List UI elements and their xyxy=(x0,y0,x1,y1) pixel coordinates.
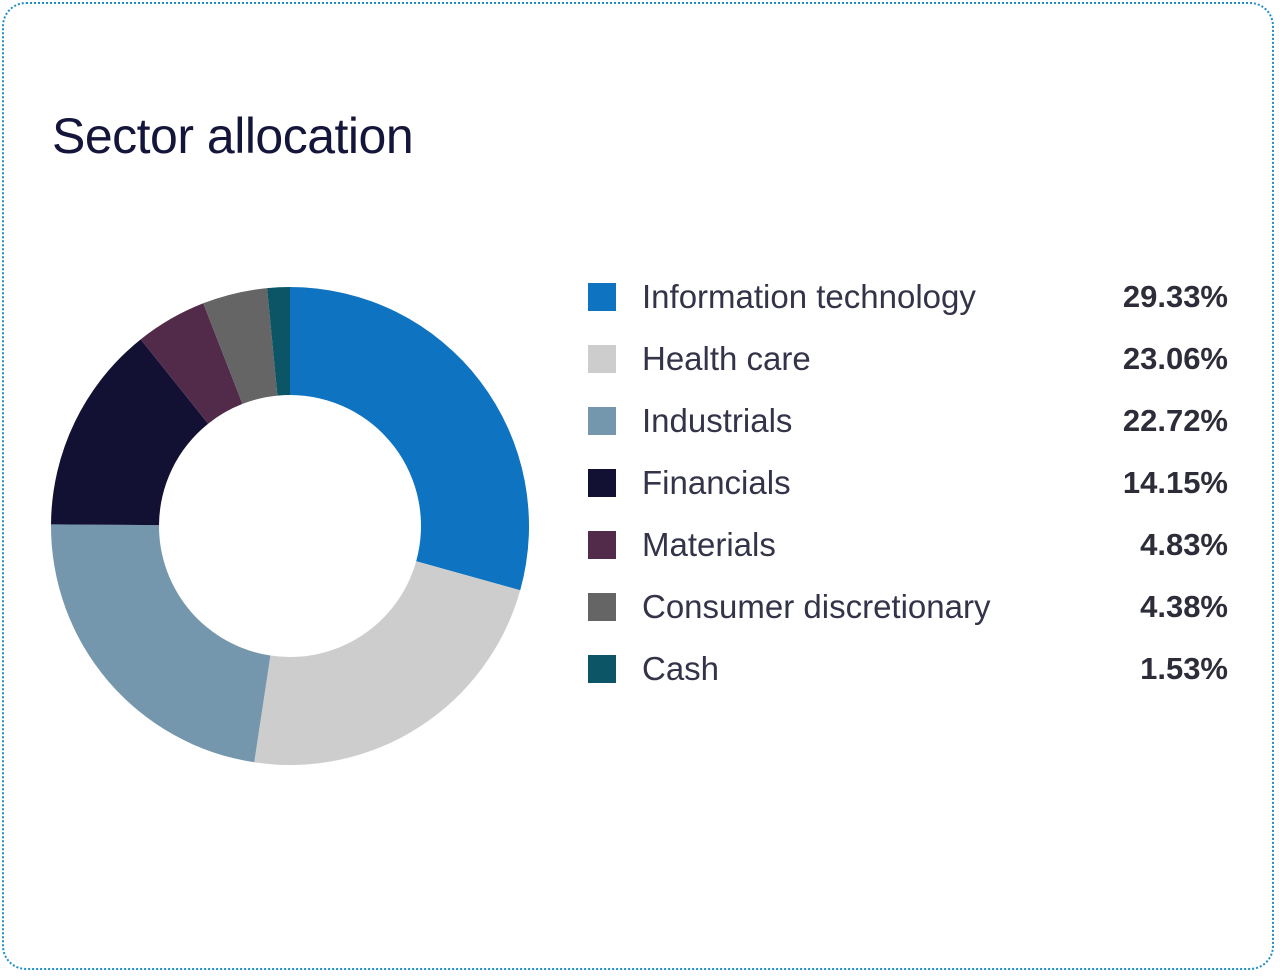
legend-label: Consumer discretionary xyxy=(642,588,991,625)
donut-slice-industrials xyxy=(50,524,271,763)
legend-item-information-technology: Information technology 29.33% xyxy=(588,266,1228,328)
chart-title: Sector allocation xyxy=(52,108,414,164)
legend-swatch xyxy=(588,469,616,497)
donut-slice-health-care xyxy=(254,561,521,765)
donut-slice-materials xyxy=(140,303,243,424)
legend-label: Information technology xyxy=(642,278,976,315)
legend-item-cash: Cash 1.53% xyxy=(588,638,1228,700)
legend-item-industrials: Industrials 22.72% xyxy=(588,390,1228,452)
donut-slice-cash xyxy=(267,287,290,396)
legend-value: 29.33% xyxy=(1122,279,1228,314)
sector-donut-chart xyxy=(50,287,529,765)
legend-item-health-care: Health care 23.06% xyxy=(588,328,1228,390)
legend-label: Materials xyxy=(642,526,776,563)
legend-value: 4.83% xyxy=(1140,527,1228,562)
legend-swatch xyxy=(588,283,616,311)
legend-item-consumer-discretionary: Consumer discretionary 4.38% xyxy=(588,576,1228,638)
legend-swatch xyxy=(588,655,616,683)
legend-value: 22.72% xyxy=(1122,403,1228,438)
legend-swatch xyxy=(588,407,616,435)
legend-swatch xyxy=(588,345,616,373)
donut-slice-consumer-discretionary xyxy=(203,288,278,404)
legend-value: 14.15% xyxy=(1122,465,1228,500)
legend-label: Industrials xyxy=(642,402,793,439)
legend-value: 4.38% xyxy=(1140,589,1228,624)
donut-slice-information-technology xyxy=(290,287,529,591)
donut-slice-financials xyxy=(51,339,209,526)
legend-label: Financials xyxy=(642,464,791,501)
chart-legend: Information technology 29.33% Health care 2… xyxy=(588,266,1228,700)
legend-swatch xyxy=(588,593,616,621)
legend-label: Cash xyxy=(642,650,720,687)
legend-label: Health care xyxy=(642,340,811,377)
legend-item-materials: Materials 4.83% xyxy=(588,514,1228,576)
legend-value: 23.06% xyxy=(1122,341,1228,376)
legend-swatch xyxy=(588,531,616,559)
legend-item-financials: Financials 14.15% xyxy=(588,452,1228,514)
legend-value: 1.53% xyxy=(1140,651,1228,686)
